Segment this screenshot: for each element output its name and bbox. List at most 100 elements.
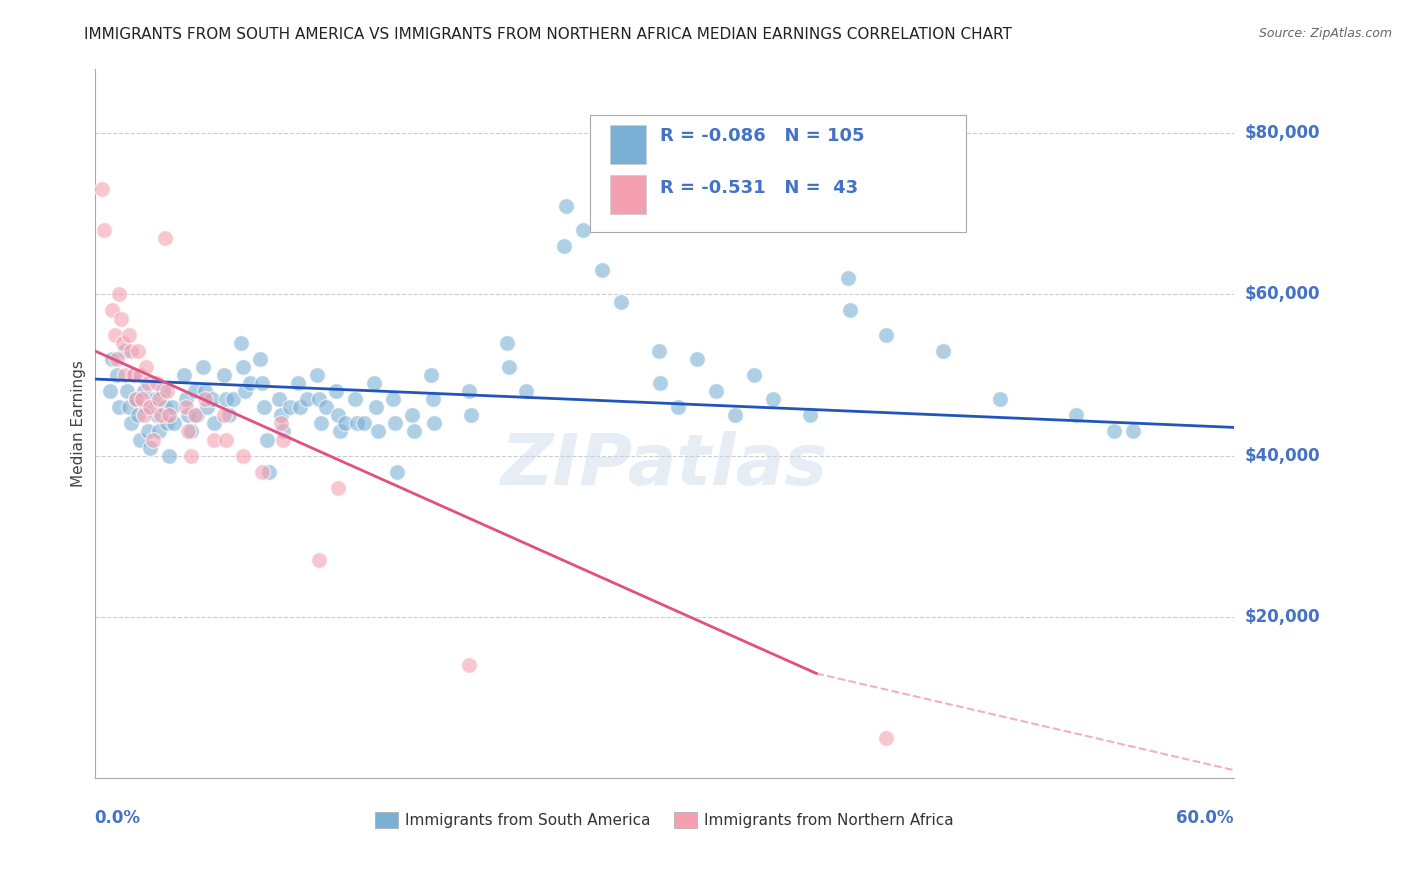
Point — [457, 384, 479, 398]
Point — [647, 343, 669, 358]
Point — [136, 376, 159, 390]
Text: $80,000: $80,000 — [1246, 124, 1320, 142]
Point — [98, 384, 121, 398]
Point — [278, 401, 301, 415]
Point — [93, 223, 115, 237]
Point — [156, 417, 179, 431]
Point — [138, 401, 160, 415]
Point — [229, 335, 252, 350]
Point — [153, 401, 176, 415]
Point — [271, 425, 294, 439]
Point — [875, 327, 897, 342]
Point — [239, 376, 262, 390]
Point — [381, 392, 404, 407]
Point — [609, 295, 631, 310]
Legend: Immigrants from South America, Immigrants from Northern Africa: Immigrants from South America, Immigrant… — [368, 806, 960, 834]
Point — [129, 368, 152, 382]
Point — [457, 658, 479, 673]
Point — [100, 351, 122, 366]
Point — [124, 368, 146, 382]
Point — [839, 303, 862, 318]
Point — [233, 384, 256, 398]
Point — [353, 417, 375, 431]
Point — [460, 409, 482, 423]
Point — [384, 417, 406, 431]
Point — [343, 392, 366, 407]
Point — [124, 368, 146, 382]
Point — [110, 311, 132, 326]
Point — [249, 351, 271, 366]
Point — [120, 343, 142, 358]
Point — [704, 384, 727, 398]
Point — [120, 417, 142, 431]
Point — [271, 433, 294, 447]
Point — [932, 343, 955, 358]
Point — [1122, 425, 1144, 439]
Point — [194, 384, 217, 398]
Point — [184, 384, 207, 398]
Point — [326, 481, 349, 495]
Point — [325, 384, 347, 398]
Point — [723, 409, 745, 423]
Text: $60,000: $60,000 — [1246, 285, 1320, 303]
Point — [990, 392, 1012, 407]
Point — [761, 392, 783, 407]
Point — [194, 392, 217, 407]
FancyBboxPatch shape — [591, 115, 966, 232]
Point — [142, 433, 165, 447]
Point — [104, 327, 127, 342]
Point — [108, 401, 131, 415]
Point — [218, 409, 240, 423]
Point — [385, 465, 408, 479]
Point — [571, 223, 593, 237]
Point — [143, 392, 166, 407]
Point — [176, 425, 198, 439]
Point — [554, 199, 576, 213]
Point — [419, 368, 441, 382]
Point — [100, 303, 122, 318]
Point — [138, 441, 160, 455]
Point — [212, 409, 235, 423]
Text: $40,000: $40,000 — [1246, 447, 1320, 465]
Point — [180, 449, 202, 463]
Point — [191, 359, 214, 374]
Point — [174, 401, 197, 415]
Point — [212, 368, 235, 382]
Point — [326, 409, 349, 423]
Point — [287, 376, 309, 390]
Point — [232, 359, 254, 374]
Point — [498, 359, 520, 374]
Point — [146, 409, 169, 423]
Point — [297, 392, 319, 407]
Point — [267, 392, 290, 407]
Point — [214, 392, 236, 407]
Point — [252, 401, 274, 415]
Text: IMMIGRANTS FROM SOUTH AMERICA VS IMMIGRANTS FROM NORTHERN AFRICA MEDIAN EARNINGS: IMMIGRANTS FROM SOUTH AMERICA VS IMMIGRA… — [84, 27, 1012, 42]
Point — [135, 359, 157, 374]
Text: ZIPatlas: ZIPatlas — [501, 432, 828, 500]
Point — [495, 335, 517, 350]
Point — [232, 449, 254, 463]
Point — [91, 182, 114, 196]
Point — [422, 392, 444, 407]
Point — [105, 351, 128, 366]
Point — [270, 409, 292, 423]
Point — [195, 401, 218, 415]
Point — [315, 401, 337, 415]
Point — [270, 417, 292, 431]
Point — [148, 425, 170, 439]
Point — [259, 465, 281, 479]
Point — [125, 392, 148, 407]
Point — [163, 417, 186, 431]
Point — [114, 368, 136, 382]
Point — [202, 417, 225, 431]
Point — [288, 401, 311, 415]
Point — [112, 335, 135, 350]
Point — [114, 343, 136, 358]
Point — [328, 425, 350, 439]
Text: R = -0.086   N = 105: R = -0.086 N = 105 — [659, 127, 865, 145]
Point — [127, 409, 149, 423]
Point — [423, 417, 446, 431]
Point — [152, 384, 174, 398]
Point — [180, 425, 202, 439]
